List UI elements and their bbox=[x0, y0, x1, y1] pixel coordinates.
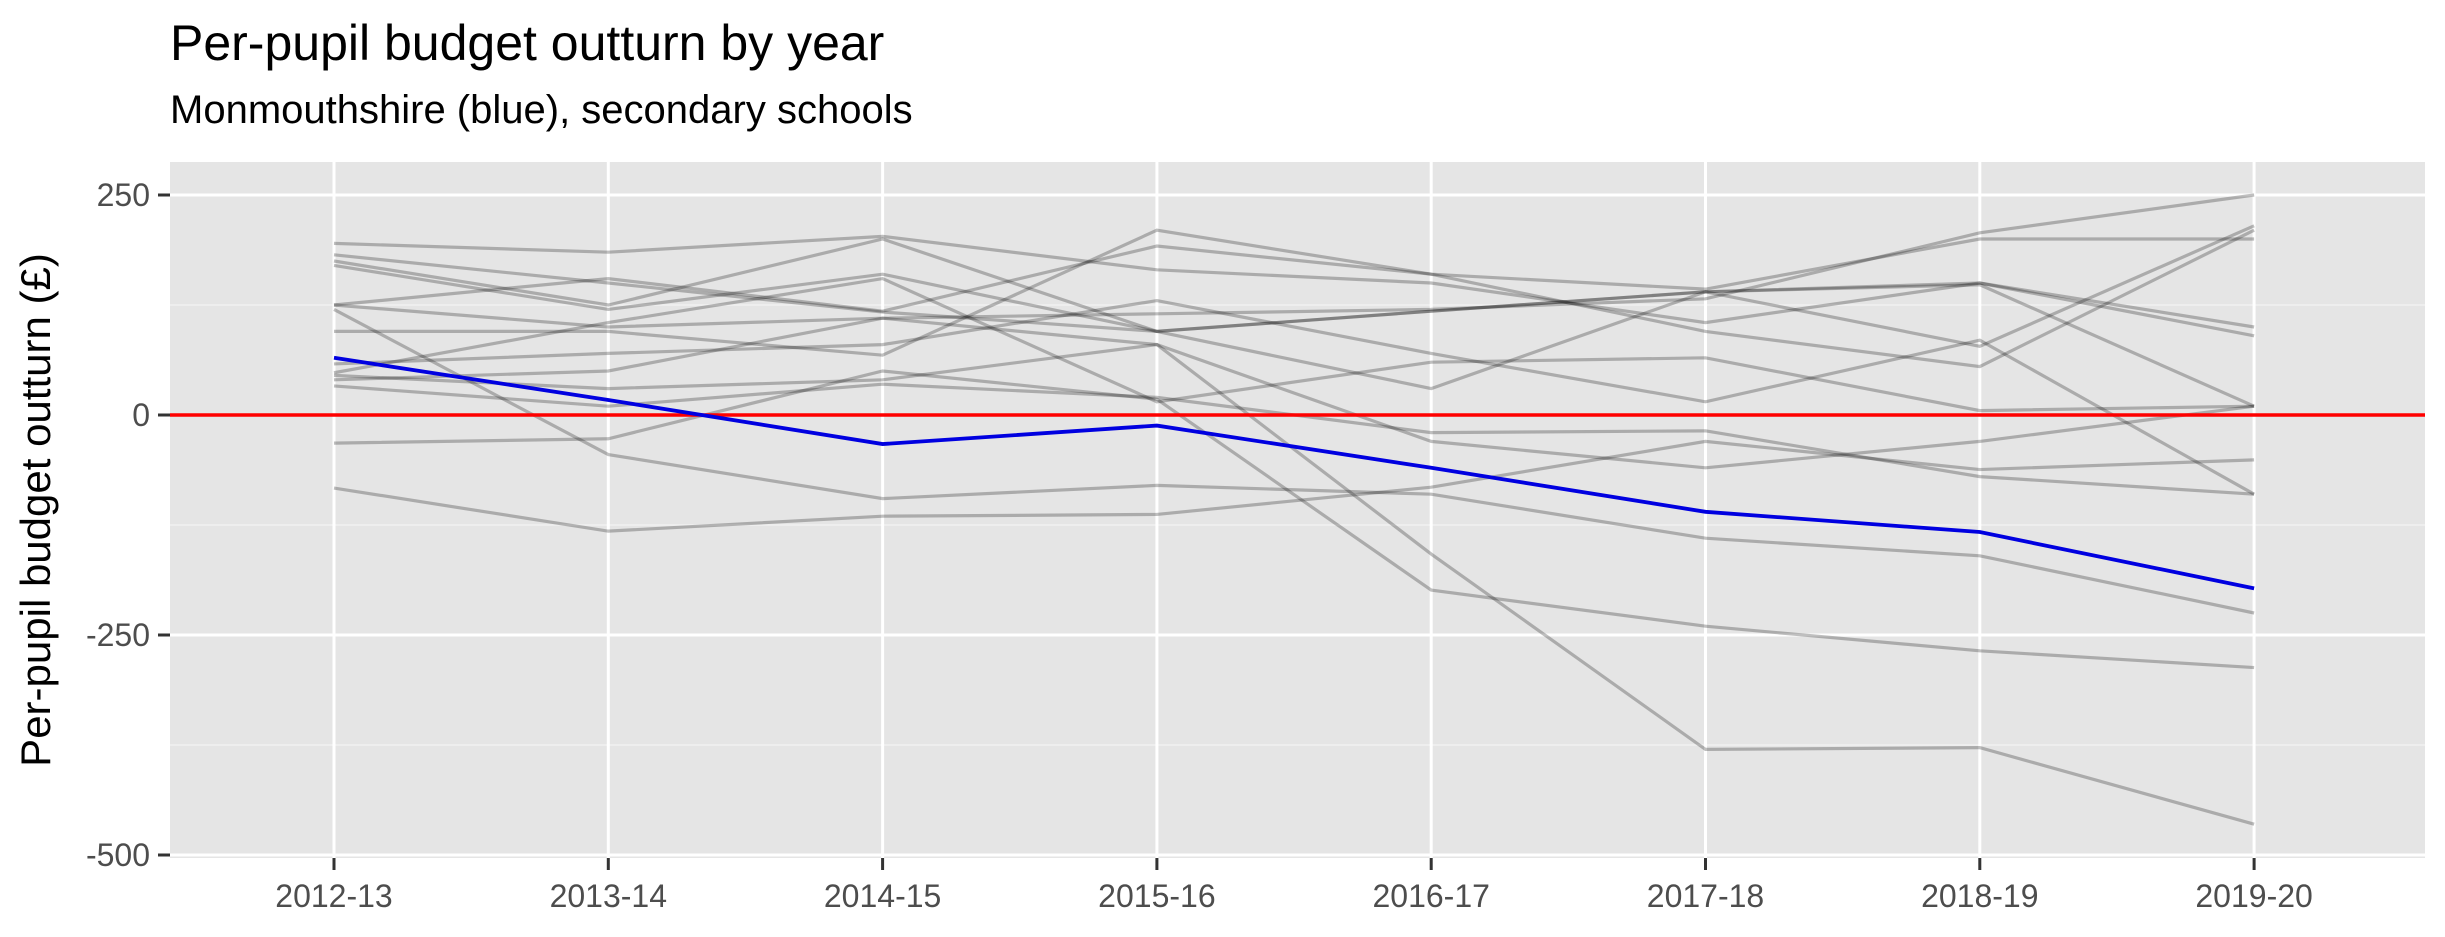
x-tick-label: 2012-13 bbox=[275, 878, 392, 914]
x-axis: 2012-13 2013-14 2014-15 2015-16 2016-17 2017-… bbox=[275, 858, 2313, 914]
background-series-line bbox=[333, 224, 2255, 349]
y-tick-label: 0 bbox=[132, 397, 150, 433]
y-axis: 250 0 -250 -500 bbox=[86, 177, 170, 873]
x-tick-label: 2013-14 bbox=[550, 878, 667, 914]
x-tick-label: 2015-16 bbox=[1098, 878, 1215, 914]
background-series-line bbox=[333, 276, 2255, 413]
y-tick-label: 250 bbox=[97, 177, 150, 213]
background-series-line bbox=[333, 439, 2255, 533]
x-tick-label: 2016-17 bbox=[1372, 878, 1489, 914]
y-tick-label: -250 bbox=[86, 617, 150, 653]
background-series-line bbox=[333, 234, 2255, 338]
background-series-line bbox=[333, 369, 2255, 670]
x-tick-label: 2017-18 bbox=[1647, 878, 1764, 914]
plot-panel bbox=[170, 162, 2425, 858]
highlight-series bbox=[333, 355, 2255, 591]
monmouthshire-line bbox=[333, 355, 2255, 591]
background-series-line bbox=[333, 307, 2255, 615]
background-series-line bbox=[333, 263, 2255, 391]
background-series-line bbox=[333, 193, 2255, 329]
background-series bbox=[333, 193, 2255, 826]
background-series-line bbox=[333, 253, 2255, 408]
y-tick-label: -500 bbox=[86, 837, 150, 873]
chart-title: Per-pupil budget outturn by year bbox=[170, 15, 885, 71]
chart-subtitle: Monmouthshire (blue), secondary schools bbox=[170, 88, 913, 132]
minor-gridlines bbox=[170, 304, 2425, 746]
background-series-line bbox=[333, 316, 2255, 470]
x-tick-label: 2018-19 bbox=[1921, 878, 2038, 914]
y-axis-label: Per-pupil budget outturn (£) bbox=[12, 253, 59, 767]
x-tick-label: 2014-15 bbox=[824, 878, 941, 914]
background-series-line bbox=[334, 228, 2255, 369]
x-tick-label: 2019-20 bbox=[2195, 878, 2312, 914]
background-series-line bbox=[333, 298, 2255, 496]
background-series-line bbox=[333, 237, 2255, 313]
background-series-line bbox=[333, 342, 2255, 826]
